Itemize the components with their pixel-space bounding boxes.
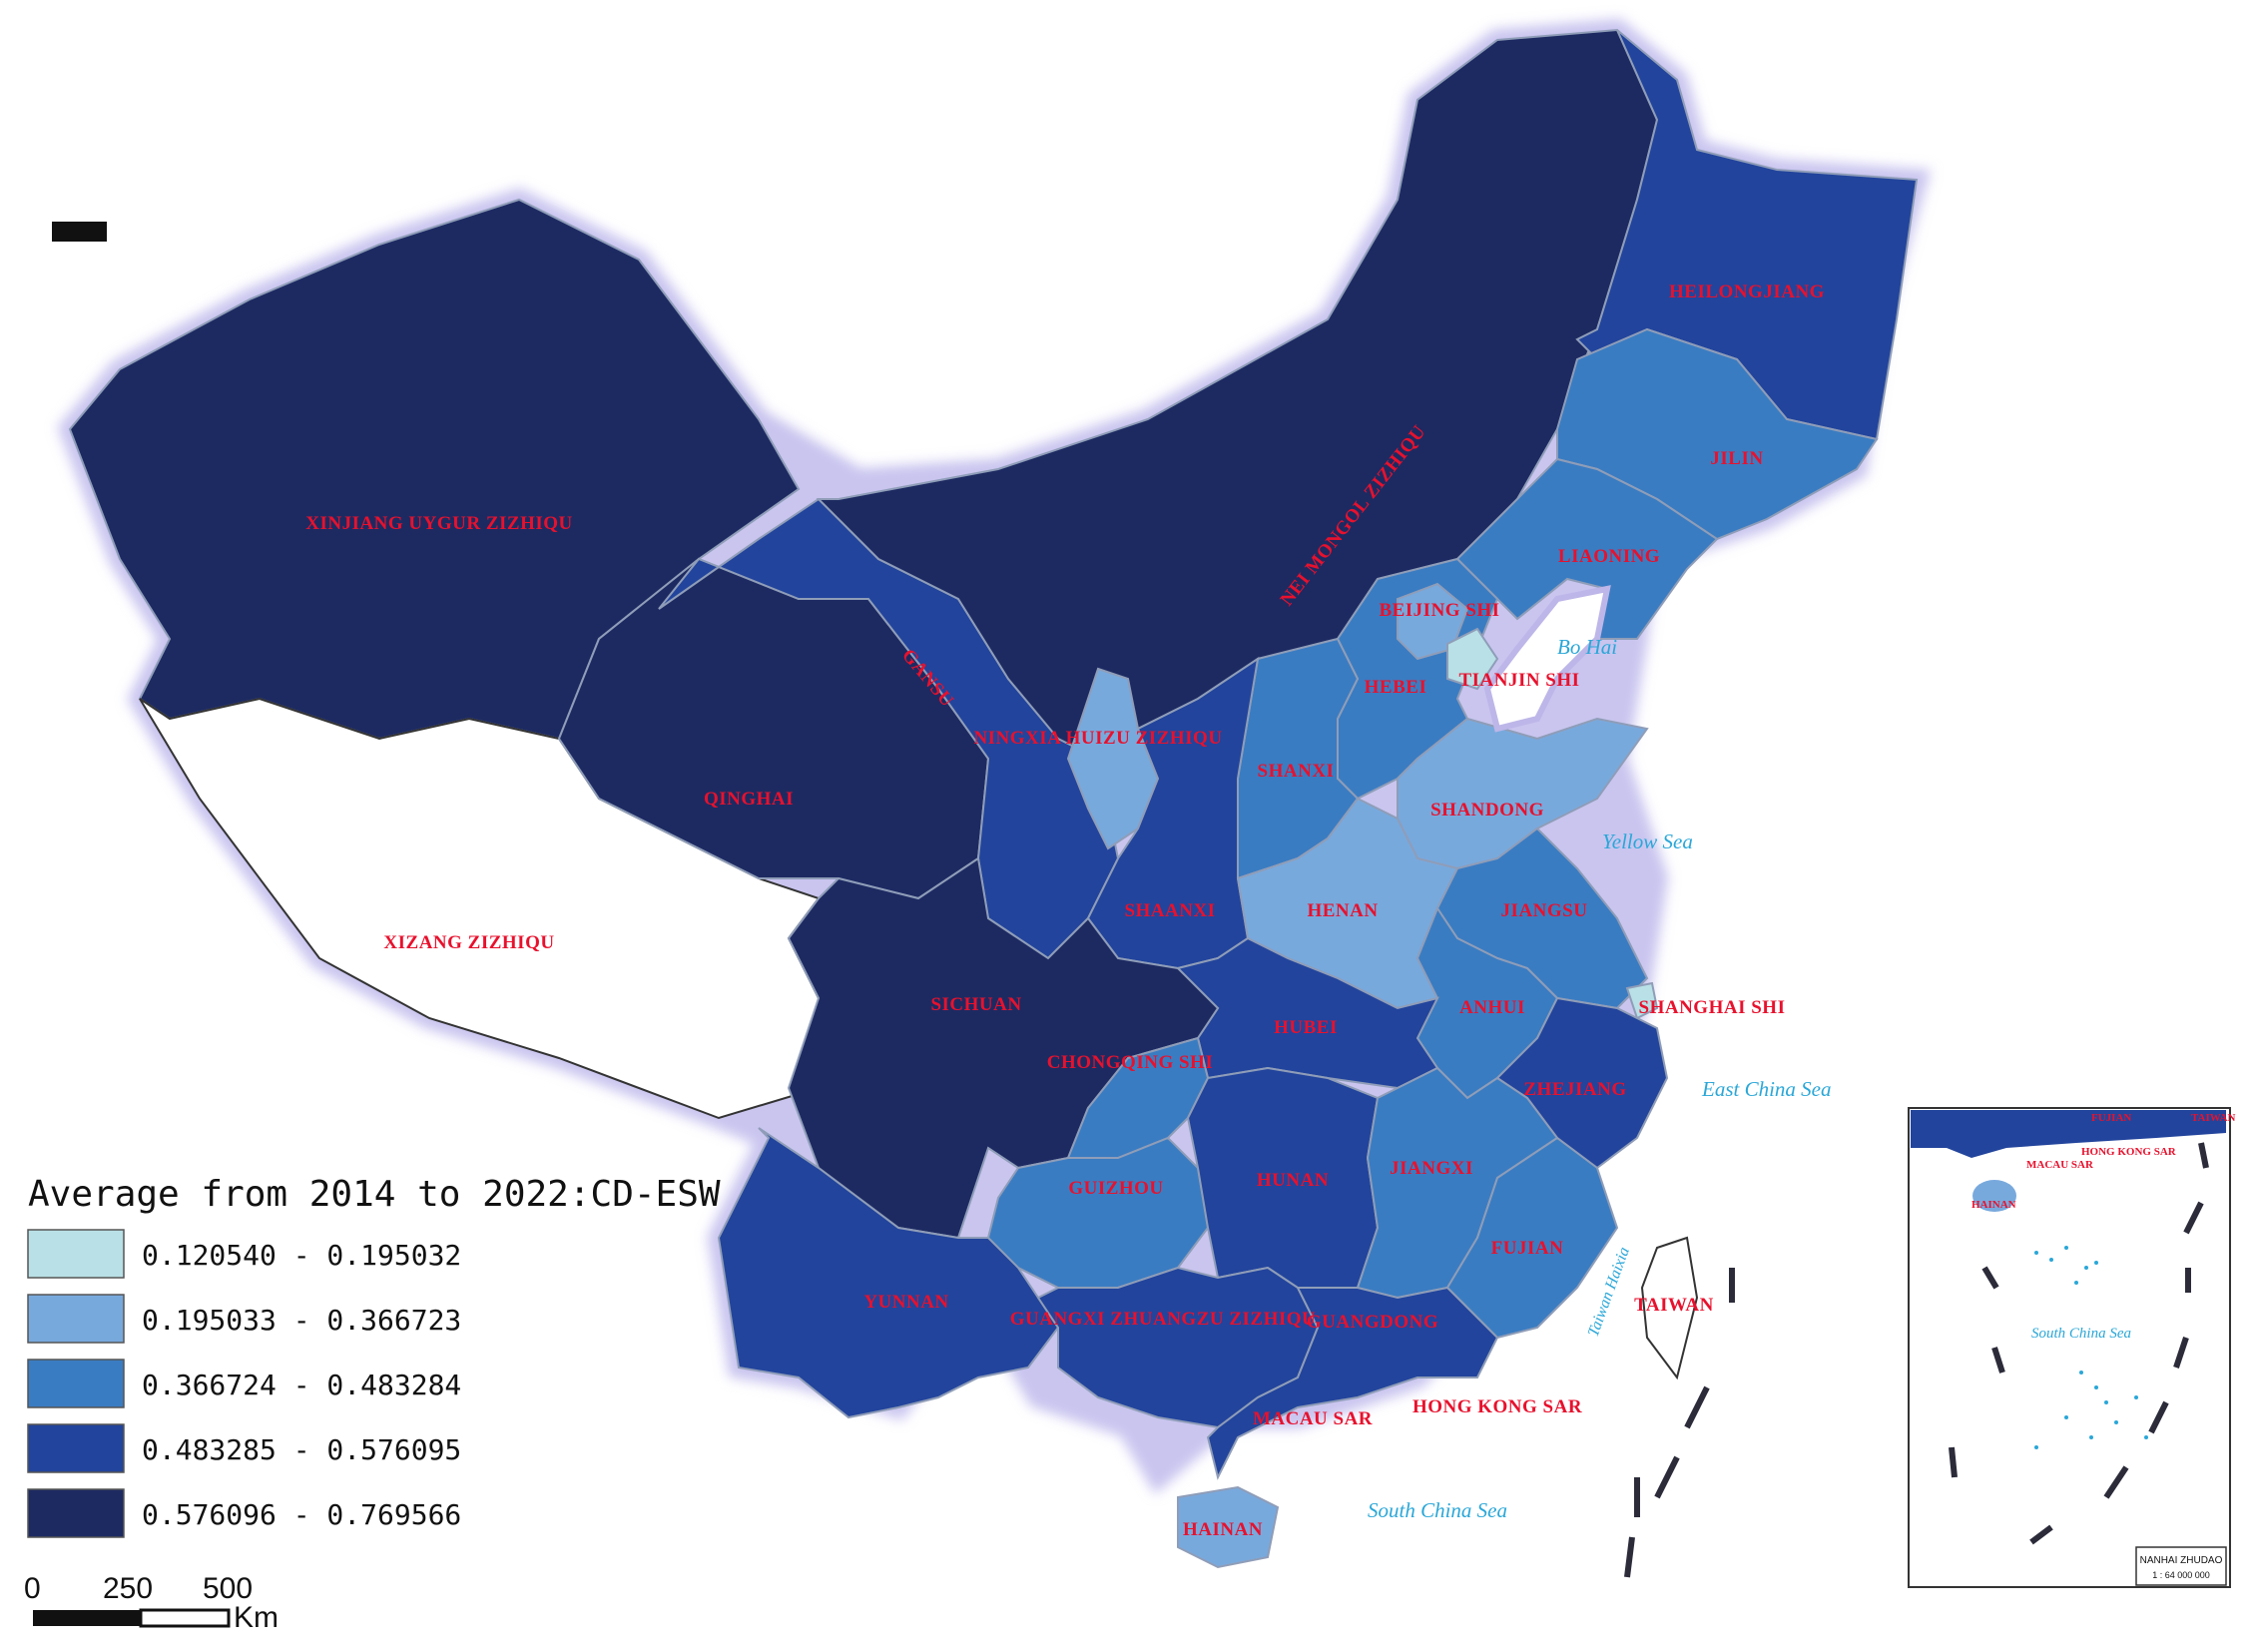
label-sichuan: SICHUAN	[930, 994, 1021, 1015]
label-shanxi: SHANXI	[1258, 761, 1335, 782]
label-taiwan: TAIWAN	[1634, 1295, 1714, 1316]
label-hongkong: HONG KONG SAR	[1412, 1396, 1582, 1417]
label-fujian: FUJIAN	[1491, 1238, 1564, 1259]
inset-label-hainan: HAINAN	[1971, 1199, 2016, 1211]
label-chongqing: CHONGQING SHI	[1047, 1052, 1213, 1073]
label-bohai: Bo Hai	[1557, 635, 1617, 659]
inset-islands	[2034, 1246, 2148, 1449]
label-anhui: ANHUI	[1459, 997, 1525, 1018]
label-yunnan: YUNNAN	[863, 1292, 948, 1313]
label-jiangxi: JIANGXI	[1390, 1158, 1473, 1179]
scale-bar: 0 250 500 Km	[24, 1572, 279, 1634]
inset-caption-box	[2135, 1546, 2227, 1586]
province-shanghai	[1625, 981, 1659, 1020]
province-liaoning	[1455, 457, 1719, 640]
province-taiwan	[1640, 1236, 1699, 1380]
scale-tick-0: 0	[24, 1572, 41, 1605]
legend-swatch-1	[27, 1294, 125, 1344]
inset-label-taiwan: TAIWAN	[2191, 1112, 2235, 1124]
inset-label-hongkong: HONG KONG SAR	[2081, 1146, 2177, 1158]
label-guangxi: GUANGXI ZHUANGZU ZIZHIQU	[1010, 1309, 1317, 1330]
label-shaanxi: SHAANXI	[1124, 900, 1215, 921]
label-ningxia: NINGXIA HUIZU ZIZHIQU	[973, 728, 1222, 749]
legend-title: Average from 2014 to 2022:CD-ESW	[28, 1174, 721, 1215]
province-tianjin	[1446, 627, 1499, 691]
inset-hainan	[1972, 1180, 2016, 1212]
scale-tick-500: 500	[203, 1572, 253, 1605]
scale-segment-2	[139, 1608, 231, 1628]
label-jilin: JILIN	[1710, 448, 1763, 469]
label-macau: MACAU SAR	[1253, 1408, 1373, 1429]
inset-label-fujian: FUJIAN	[2091, 1112, 2131, 1124]
label-jiangsu: JIANGSU	[1501, 900, 1588, 921]
scale-segment-1	[33, 1610, 141, 1626]
label-heilongjiang: HEILONGJIANG	[1669, 281, 1825, 302]
legend-swatch-2	[27, 1359, 125, 1408]
province-guangdong	[1206, 1286, 1499, 1480]
legend-swatch-4	[27, 1488, 125, 1538]
nine-dash-segments	[1624, 1268, 1735, 1578]
label-yellow-sea: Yellow Sea	[1602, 829, 1693, 853]
label-guizhou: GUIZHOU	[1068, 1178, 1163, 1199]
label-beijing: BEIJING SHI	[1379, 600, 1499, 621]
label-shanghai: SHANGHAI SHI	[1639, 997, 1786, 1018]
inset-dashes	[1949, 1142, 2209, 1545]
legend-label-3: 0.483285 - 0.576095	[142, 1433, 461, 1466]
legend-label-4: 0.576096 - 0.769566	[142, 1498, 461, 1531]
label-xizang: XIZANG ZIZHIQU	[383, 932, 554, 953]
label-henan: HENAN	[1307, 900, 1378, 921]
inset-map: FUJIAN TAIWAN HONG KONG SAR MACAU SAR HA…	[1908, 1107, 2235, 1588]
label-hunan: HUNAN	[1257, 1170, 1329, 1191]
label-zhejiang: ZHEJIANG	[1523, 1079, 1626, 1100]
label-xinjiang: XINJIANG UYGUR ZIZHIQU	[305, 513, 573, 534]
label-south-china-sea: South China Sea	[1368, 1498, 1507, 1522]
label-qinghai: QINGHAI	[704, 789, 794, 810]
inset-coast	[1911, 1110, 2226, 1158]
label-hainan: HAINAN	[1183, 1519, 1263, 1540]
inset-frame	[1908, 1107, 2231, 1588]
label-east-china-sea: East China Sea	[1701, 1077, 1832, 1101]
legend-label-0: 0.120540 - 0.195032	[142, 1239, 461, 1272]
label-hebei: HEBEI	[1365, 677, 1427, 698]
scale-tick-250: 250	[103, 1572, 153, 1605]
province-hainan	[1177, 1485, 1280, 1569]
label-shandong: SHANDONG	[1430, 800, 1544, 821]
legend-label-1: 0.195033 - 0.366723	[142, 1304, 461, 1337]
inset-caption: NANHAI ZHUDAO	[2140, 1555, 2223, 1566]
legend-swatch-3	[27, 1423, 125, 1473]
inset-scale: 1 : 64 000 000	[2152, 1570, 2210, 1580]
label-liaoning: LIAONING	[1558, 546, 1660, 567]
bohai-water	[1483, 585, 1611, 733]
province-yunnan	[717, 1127, 1060, 1419]
inset-sea-label: South China Sea	[2031, 1326, 2131, 1342]
legend-label-2: 0.366724 - 0.483284	[142, 1369, 461, 1401]
legend: Average from 2014 to 2022:CD-ESW 0.12054…	[27, 1174, 721, 1538]
label-tianjin: TIANJIN SHI	[1458, 670, 1579, 691]
scale-unit: Km	[234, 1601, 279, 1634]
label-guangdong: GUANGDONG	[1307, 1312, 1438, 1333]
legend-swatch-0	[27, 1229, 125, 1279]
label-hubei: HUBEI	[1274, 1017, 1338, 1038]
map-marker-bar	[52, 222, 107, 242]
inset-label-macau: MACAU SAR	[2026, 1159, 2094, 1171]
